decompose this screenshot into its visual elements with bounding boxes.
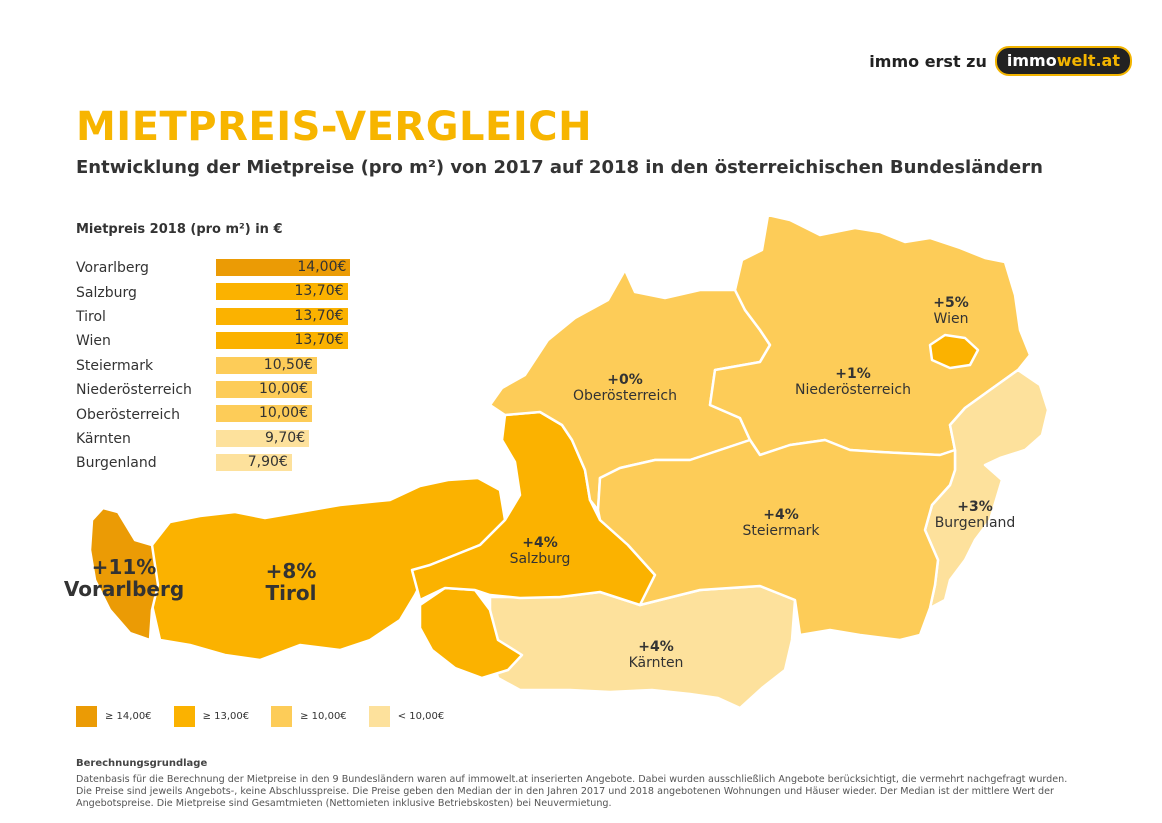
region-change: +0%	[607, 372, 643, 388]
legend-label: ≥ 14,00€	[105, 711, 152, 722]
region-label-steiermark: +4% Steiermark	[742, 507, 819, 539]
legend-swatch	[76, 706, 97, 727]
region-change: +11%	[91, 555, 157, 579]
table-row: Salzburg 13,70€	[76, 280, 348, 304]
price-value: 9,70€	[265, 429, 306, 446]
region-change: +8%	[265, 559, 317, 583]
brand-tagline: immo erst zu	[869, 51, 987, 71]
table-row: Oberösterreich 10,00€	[76, 402, 312, 426]
price-value: 14,00€	[297, 259, 347, 275]
footnote-title: Berechnungsgrundlage	[76, 758, 208, 769]
table-row: Burgenland 7,90€	[76, 451, 292, 475]
legend: ≥ 14,00€ ≥ 13,00€ ≥ 10,00€ < 10,00€	[76, 706, 466, 727]
table-row: Niederösterreich 10,00€	[76, 378, 312, 402]
price-bar: 10,00€	[216, 405, 312, 423]
region-name: Wien	[933, 311, 969, 327]
state-name: Tirol	[76, 308, 106, 325]
price-bar: 14,00€	[216, 259, 351, 276]
region-name: Burgenland	[934, 515, 1016, 531]
legend-label: ≥ 10,00€	[300, 711, 347, 722]
legend-label: < 10,00€	[397, 711, 445, 722]
state-name: Kärnten	[76, 430, 131, 447]
price-table-title: Mietpreis 2018 (pro m²) in €	[76, 222, 283, 237]
state-name: Steiermark	[76, 357, 154, 374]
region-label-vorarlberg: +11% Vorarlberg	[64, 556, 184, 600]
table-row: Tirol 13,70€	[76, 305, 348, 329]
region-label-niederoesterreich: +1% Niederösterreich	[795, 366, 911, 398]
price-value: 10,00€	[259, 405, 308, 422]
region-shape-steiermark	[596, 438, 957, 642]
table-row: Steiermark 10,50€	[76, 354, 317, 378]
legend-label: ≥ 13,00€	[202, 711, 250, 722]
region-name: Salzburg	[509, 551, 571, 567]
region-name: Tirol	[265, 581, 317, 605]
price-bar: 7,90€	[216, 454, 292, 472]
legend-item: ≥ 10,00€	[271, 706, 347, 727]
region-name: Niederösterreich	[795, 382, 911, 398]
price-bar: 13,70€	[216, 332, 348, 350]
state-name: Wien	[76, 333, 111, 350]
price-value: 13,70€	[294, 307, 344, 324]
region-change: +4%	[763, 507, 799, 523]
state-name: Burgenland	[76, 455, 157, 472]
region-label-burgenland: +3% Burgenland	[935, 499, 1016, 531]
price-bar: 13,70€	[216, 283, 348, 301]
immowelt-logo: immowelt.at	[994, 46, 1132, 76]
region-label-wien: +5% Wien	[933, 295, 969, 327]
price-value: 7,90€	[247, 454, 288, 471]
price-value: 13,70€	[294, 283, 344, 300]
region-change: +3%	[957, 499, 993, 515]
page-subtitle: Entwicklung der Mietpreise (pro m²) von …	[76, 157, 1043, 178]
legend-swatch	[271, 706, 293, 727]
logo-part2: welt.at	[1056, 51, 1120, 70]
footnote-text: Datenbasis für die Berechnung der Mietpr…	[76, 774, 1068, 809]
legend-swatch	[173, 706, 195, 727]
legend-item: < 10,00€	[368, 706, 445, 727]
region-change: +1%	[835, 366, 871, 382]
price-value: 13,70€	[294, 332, 344, 349]
legend-item: ≥ 13,00€	[173, 706, 250, 727]
region-change: +4%	[522, 535, 558, 551]
region-change: +4%	[638, 639, 674, 655]
region-label-kaernten: +4% Kärnten	[629, 639, 684, 671]
region-label-salzburg: +4% Salzburg	[510, 535, 571, 567]
brand: immo erst zu immowelt.at	[869, 46, 1132, 76]
region-label-oberoesterreich: +0% Oberösterreich	[573, 372, 677, 404]
price-bar: 10,50€	[216, 356, 317, 374]
table-row: Vorarlberg 14,00€	[76, 256, 351, 280]
region-change: +5%	[933, 295, 969, 311]
price-value: 10,00€	[259, 380, 308, 397]
state-name: Oberösterreich	[76, 406, 180, 423]
region-shape-wien	[928, 333, 980, 370]
price-value: 10,50€	[263, 356, 313, 373]
state-name: Vorarlberg	[76, 260, 149, 277]
region-name: Steiermark	[742, 523, 820, 539]
price-bar: 13,70€	[216, 307, 348, 325]
state-name: Niederösterreich	[76, 382, 192, 399]
price-table: Vorarlberg 14,00€ Salzburg 13,70€ Tirol 13,…	[76, 256, 351, 476]
region-name: Kärnten	[628, 655, 684, 671]
legend-swatch	[368, 706, 390, 727]
page-title: MIETPREIS-VERGLEICH	[76, 104, 593, 150]
state-name: Salzburg	[76, 284, 137, 301]
region-label-tirol: +8% Tirol	[266, 560, 317, 604]
table-row: Wien 13,70€	[76, 329, 348, 353]
price-bar: 10,00€	[216, 380, 312, 398]
table-row: Kärnten 9,70€	[76, 427, 310, 451]
region-name: Vorarlberg	[63, 577, 185, 601]
region-name: Oberösterreich	[573, 388, 677, 404]
logo-part1: immo	[1006, 51, 1057, 70]
region-shape-vorarlberg	[88, 506, 160, 642]
price-bar: 9,70€	[216, 429, 310, 447]
legend-item: ≥ 14,00€	[76, 706, 152, 727]
